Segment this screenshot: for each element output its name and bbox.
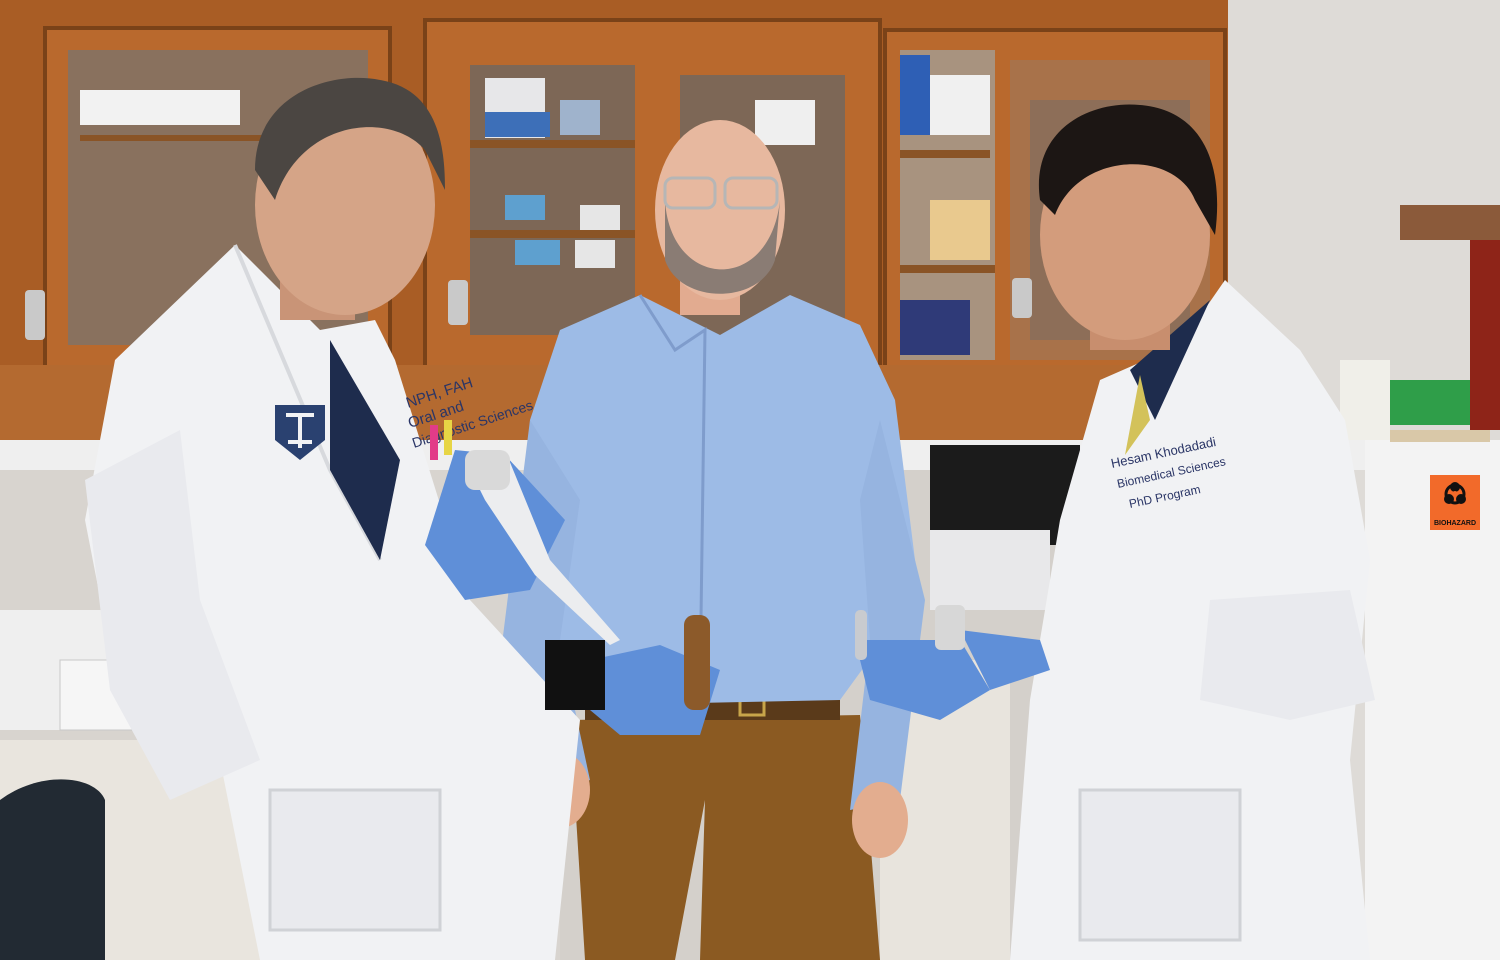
university-logo-icon bbox=[275, 405, 325, 460]
biohazard-label-text: BIOHAZARD bbox=[1434, 520, 1476, 527]
person-right: Hesam Khodadadi Biomedical Sciences PhD … bbox=[855, 104, 1375, 960]
person-left: NPH, FAH Oral and Diagnostic Sciences bbox=[85, 77, 720, 960]
biohazard-icon bbox=[1444, 482, 1466, 505]
biohazard-sticker: BIOHAZARD bbox=[1430, 475, 1480, 530]
